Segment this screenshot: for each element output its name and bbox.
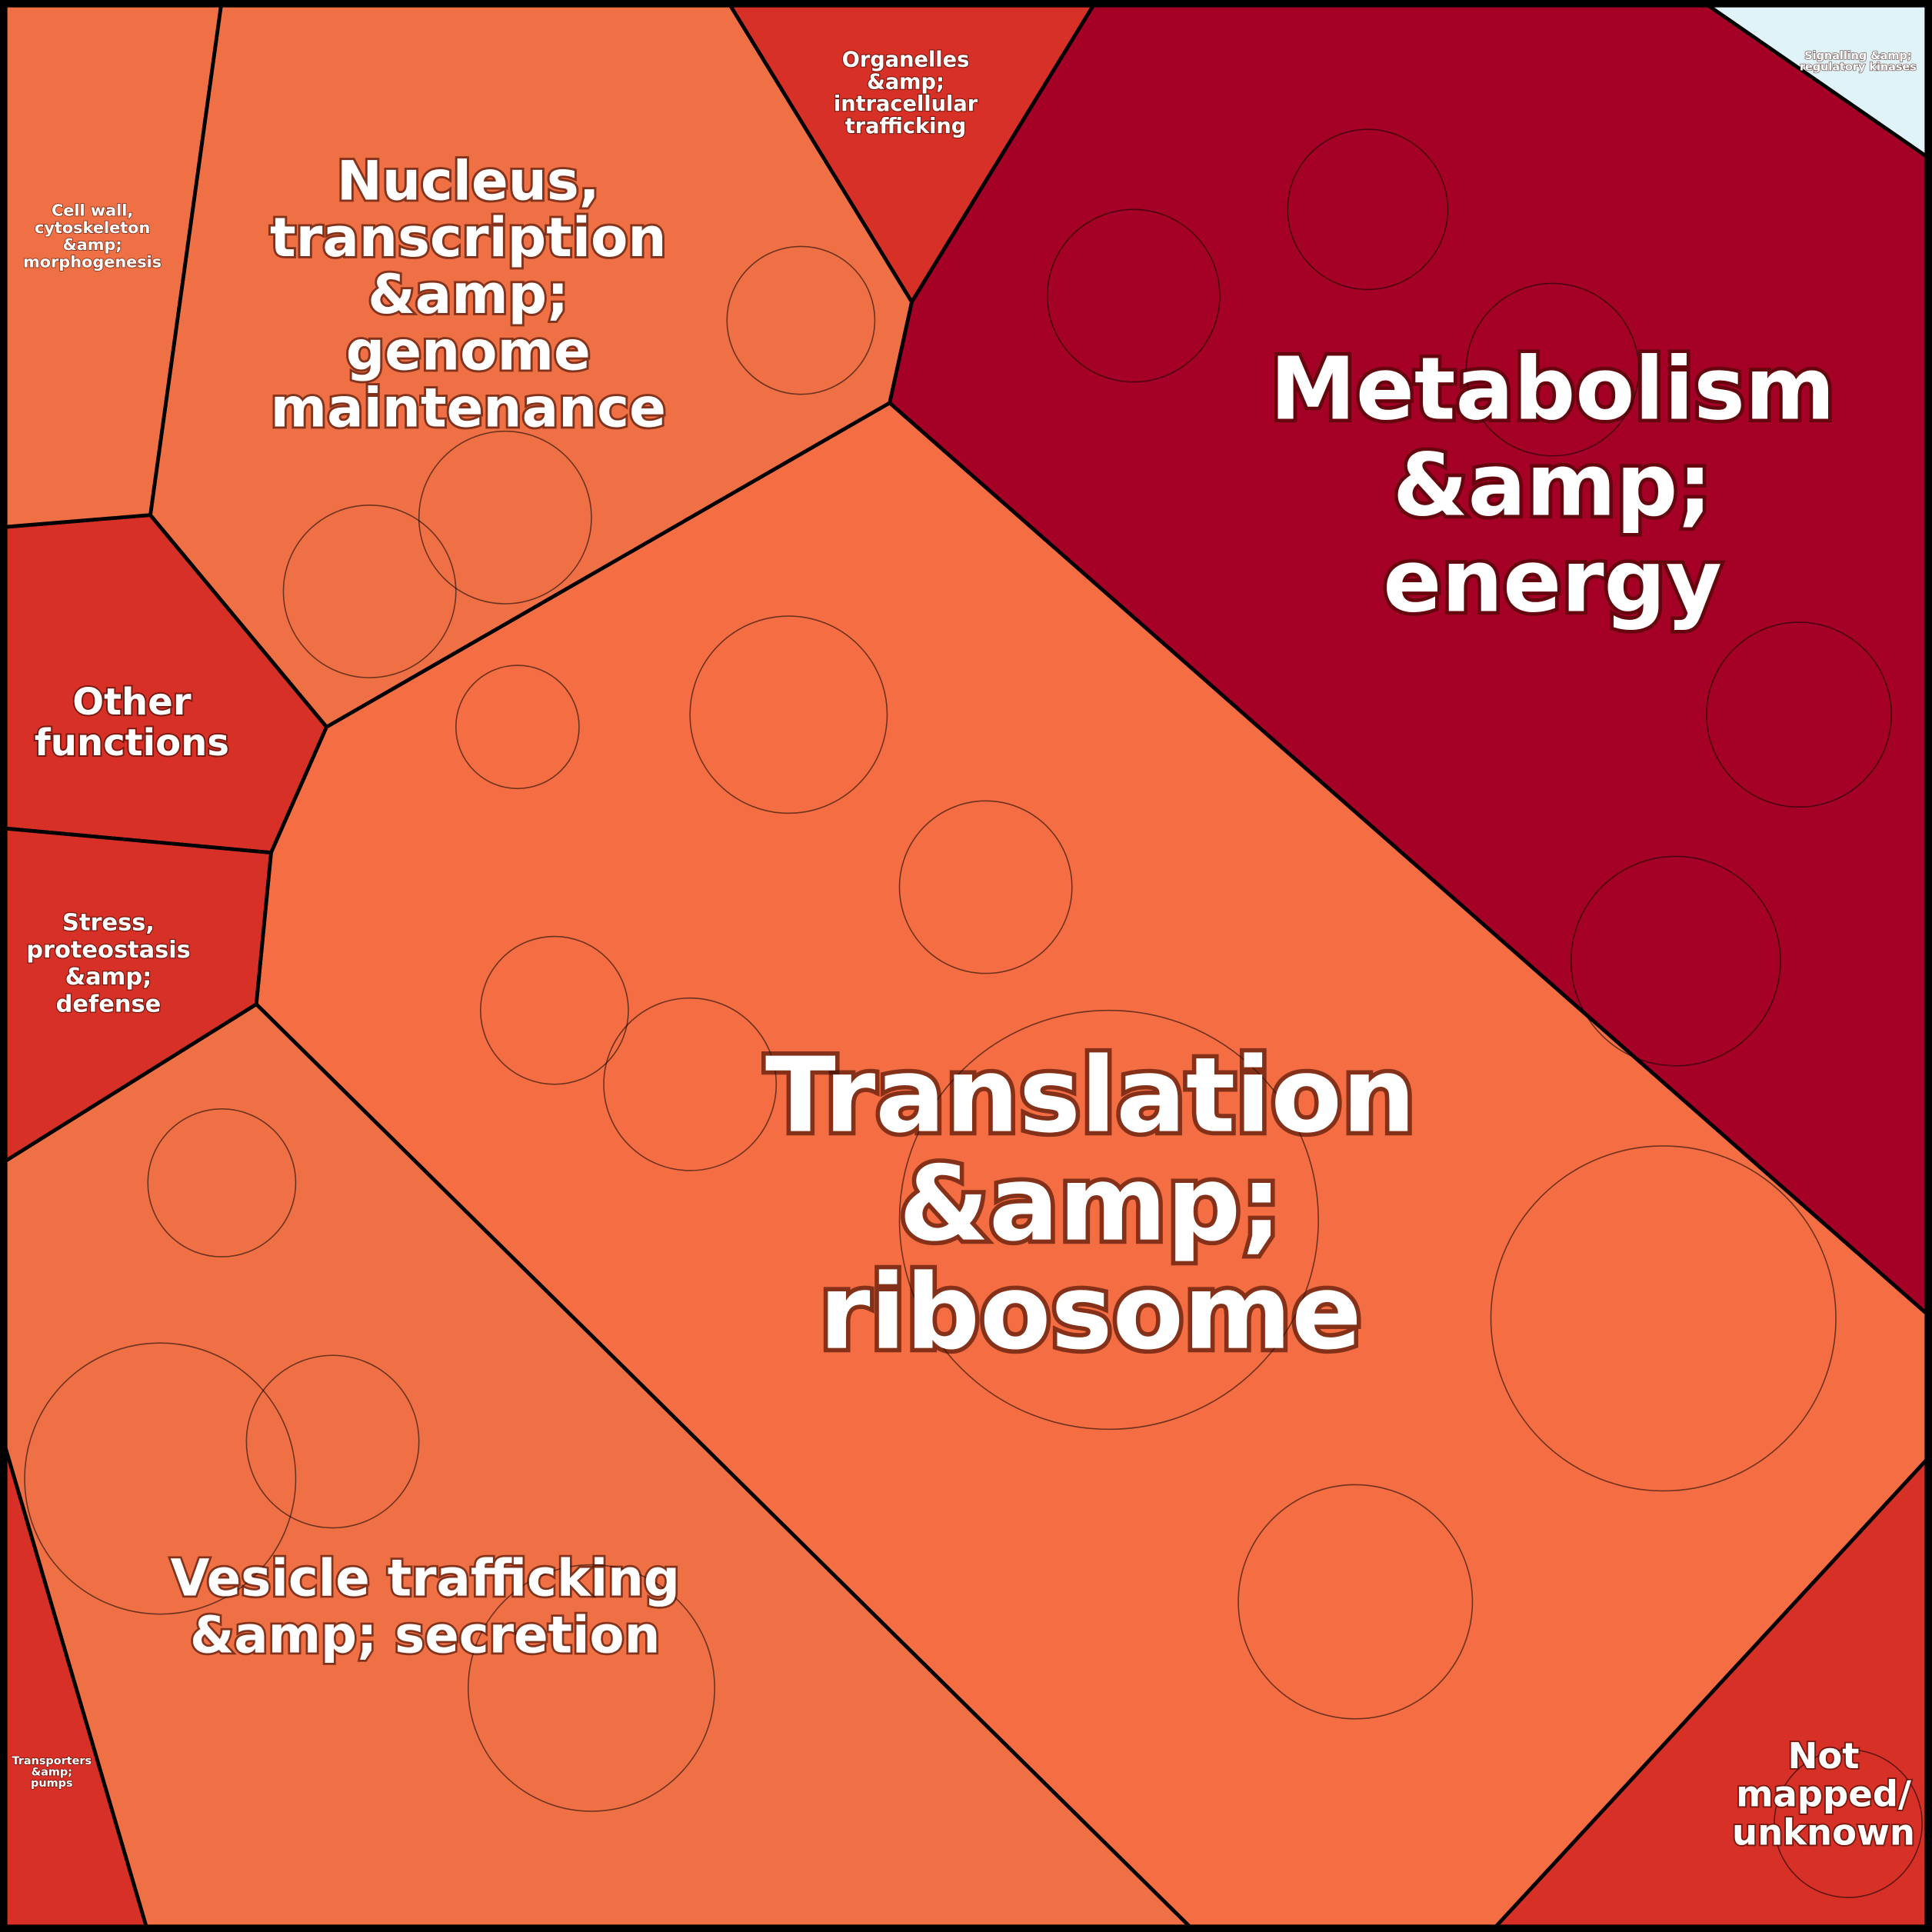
- region-label: trafficking: [845, 115, 967, 138]
- cell: [455, 665, 580, 790]
- cell: [24, 1342, 297, 1615]
- cell: [1046, 208, 1221, 383]
- region-label: defense: [56, 991, 162, 1018]
- cell: [1465, 282, 1640, 457]
- cell: [418, 430, 592, 605]
- region-label: maintenance: [271, 376, 666, 439]
- cell: [1774, 1749, 1923, 1898]
- region-label: mapped/: [1736, 1774, 1911, 1815]
- region-label: cytoskeleton: [35, 218, 150, 237]
- region-label: Cell wall,: [52, 201, 133, 219]
- region-label: Not: [1788, 1735, 1860, 1777]
- region-label: &amp;: [65, 964, 152, 991]
- region-label: unknown: [1732, 1811, 1915, 1853]
- region-label: transcription: [270, 206, 667, 269]
- region-label: proteostasis: [26, 937, 191, 964]
- region-label: energy: [1383, 532, 1722, 632]
- cell: [1706, 621, 1892, 808]
- region-label: intracellular: [834, 92, 978, 116]
- region-label: Stress,: [62, 910, 155, 937]
- region-organelles: [724, 0, 1099, 306]
- cells: [24, 128, 1923, 1898]
- region-label: Vesicle trafficking: [170, 1550, 679, 1608]
- cell: [898, 1009, 1319, 1431]
- region-label: regulatory kinases: [1800, 61, 1917, 73]
- region-label: &amp;: [368, 263, 568, 326]
- region-label: Nucleus,: [337, 150, 600, 213]
- region-label: Transporters: [12, 1755, 92, 1767]
- region-transporters: [0, 1428, 150, 1932]
- region-label: Signalling &amp;: [1804, 50, 1911, 62]
- cell: [245, 1354, 420, 1529]
- cell: [1490, 1145, 1837, 1492]
- region-label: &amp;: [867, 70, 944, 94]
- region-label: &amp;: [899, 1144, 1283, 1264]
- labels: Metabolism&amp;energyTranslation&amp;rib…: [12, 47, 1917, 1854]
- cell: [1287, 128, 1449, 291]
- region-label: &amp;: [1393, 436, 1712, 536]
- region-label: morphogenesis: [23, 253, 162, 271]
- region-label: &amp;: [32, 1767, 72, 1779]
- region-label: &amp; secretion: [190, 1606, 660, 1664]
- cell: [147, 1108, 297, 1257]
- cell: [479, 935, 629, 1085]
- cell: [467, 1564, 715, 1812]
- cell: [726, 245, 876, 395]
- region-unknown: [1488, 1451, 1932, 1932]
- cell: [1570, 855, 1781, 1067]
- region-cell-wall: [0, 0, 224, 530]
- region-signalling: [1697, 0, 1932, 163]
- region-label: functions: [35, 721, 229, 764]
- region-label: Translation: [765, 1035, 1416, 1156]
- region-stress: [0, 826, 274, 1167]
- cell: [603, 997, 778, 1171]
- region-label: genome: [346, 320, 591, 383]
- region-label: ribosome: [819, 1252, 1361, 1373]
- region-label: Organelles: [842, 48, 970, 72]
- region-label: Other: [72, 681, 192, 724]
- cell: [282, 505, 457, 678]
- cell: [1237, 1484, 1474, 1720]
- region-label: Metabolism: [1270, 340, 1835, 440]
- region-label: pumps: [31, 1777, 72, 1790]
- region-label: &amp;: [63, 235, 122, 254]
- cell: [898, 800, 1073, 974]
- cell: [689, 615, 888, 814]
